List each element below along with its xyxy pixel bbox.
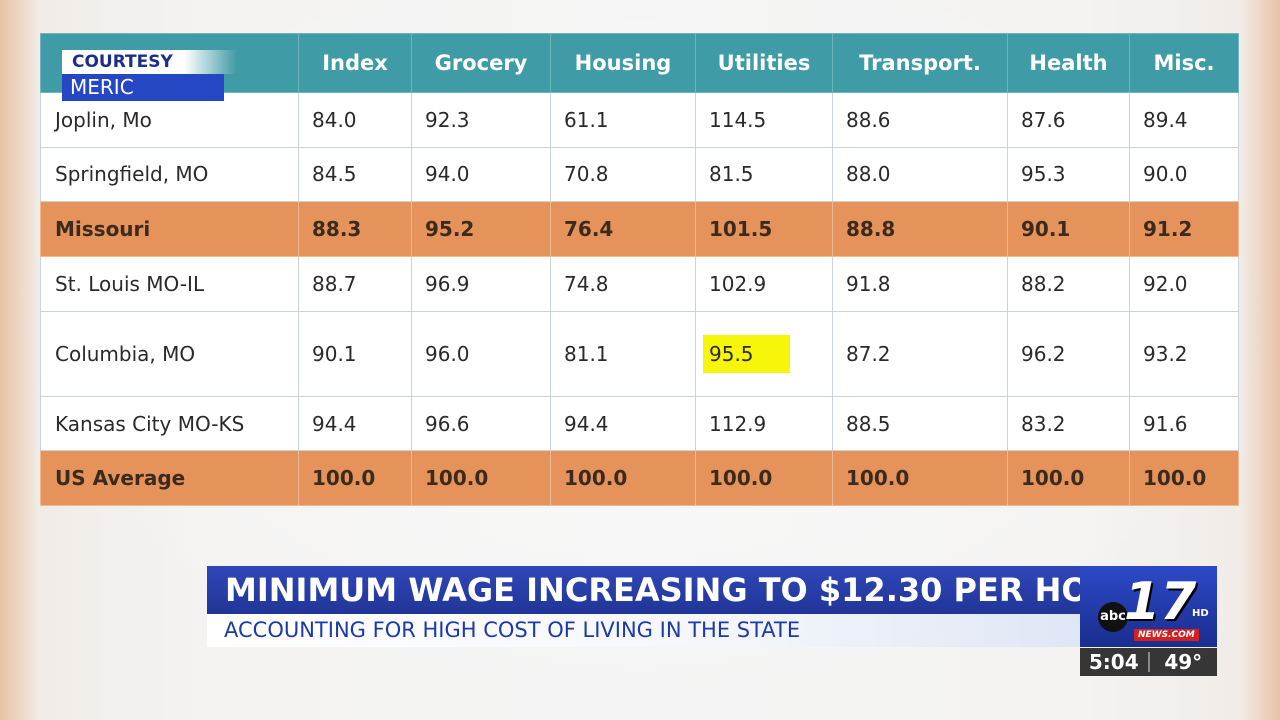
row-value-cell: 76.4 [550, 201, 696, 257]
row-value-cell: 83.2 [1007, 395, 1130, 452]
row-value-cell: 92.0 [1129, 255, 1239, 312]
temperature: 49° [1164, 650, 1203, 674]
courtesy-source: MERIC [62, 74, 224, 101]
row-city-cell: Kansas City MO-KS [40, 395, 299, 452]
row-value-cell: 87.6 [1007, 92, 1130, 148]
row-value-cell: 94.0 [411, 146, 551, 203]
row-value-cell: 92.3 [411, 92, 551, 148]
row-value-cell: 102.9 [695, 255, 833, 312]
clock-time: 5:04 [1088, 650, 1139, 674]
row-value-cell: 96.6 [411, 395, 551, 452]
row-city-cell: Columbia, MO [40, 310, 299, 397]
header-housing: Housing [550, 33, 696, 93]
row-value-cell: 94.4 [298, 395, 412, 452]
header-index: Index [298, 33, 412, 93]
header-health: Health [1007, 33, 1130, 93]
subheadline-banner: ACCOUNTING FOR HIGH COST OF LIVING IN TH… [207, 614, 1080, 647]
row-value-cell: 100.0 [298, 450, 412, 506]
row-value-cell: 100.0 [411, 450, 551, 506]
table-row: US Average 100.0 100.0 100.0 100.0 100.0 100.0… [40, 450, 1239, 506]
row-value-cell: 74.8 [550, 255, 696, 312]
headline-banner: MINIMUM WAGE INCREASING TO $12.30 PER HO… [207, 566, 1080, 614]
courtesy-label: COURTESY [62, 50, 237, 74]
row-value-cell: 100.0 [550, 450, 696, 506]
row-city-cell: St. Louis MO-IL [40, 255, 299, 312]
row-value-cell: 81.5 [695, 146, 833, 203]
row-value-cell: 88.8 [832, 201, 1008, 257]
row-value-cell: 96.0 [411, 310, 551, 397]
row-value-cell: 95.3 [1007, 146, 1130, 203]
row-value-cell: 100.0 [695, 450, 833, 506]
divider [1147, 652, 1150, 672]
channel-number: 17 [1124, 572, 1197, 632]
row-value-cell: 96.9 [411, 255, 551, 312]
row-value-cell: 96.2 [1007, 310, 1130, 397]
row-value-cell: 88.0 [832, 146, 1008, 203]
row-value-cell: 100.0 [832, 450, 1008, 506]
news-site-badge: NEWS.COM [1134, 629, 1199, 641]
table-row: Springfield, MO 84.5 94.0 70.8 81.5 88.0 95.3 9… [40, 146, 1239, 203]
highlighted-value: 95.5 [703, 334, 790, 373]
row-value-cell: 93.2 [1129, 310, 1239, 397]
table-header-row: Index Grocery Housing Utilities Transpor… [40, 33, 1239, 93]
row-value-cell: 88.7 [298, 255, 412, 312]
header-misc: Misc. [1129, 33, 1239, 93]
row-city-cell: Springfield, MO [40, 146, 299, 203]
table-row: Kansas City MO-KS 94.4 96.6 94.4 112.9 88.5 83… [40, 395, 1239, 452]
row-value-cell: 101.5 [695, 201, 833, 257]
row-value-cell: 87.2 [832, 310, 1008, 397]
row-value-cell: 90.0 [1129, 146, 1239, 203]
row-value-cell: 112.9 [695, 395, 833, 452]
row-value-cell: 95.2 [411, 201, 551, 257]
station-logo: abc 17 HD NEWS.COM [1080, 566, 1217, 647]
row-value-cell: 88.2 [1007, 255, 1130, 312]
row-value-cell: 100.0 [1007, 450, 1130, 506]
table-row: Missouri 88.3 95.2 76.4 101.5 88.8 90.1 91.2 [40, 201, 1239, 257]
row-value-cell: 94.4 [550, 395, 696, 452]
row-value-cell: 88.3 [298, 201, 412, 257]
table-row: St. Louis MO-IL 88.7 96.9 74.8 102.9 91.8 88.2… [40, 255, 1239, 312]
row-value-cell: 90.1 [298, 310, 412, 397]
header-transport: Transport. [832, 33, 1008, 93]
abc-logo: abc [1098, 602, 1128, 632]
row-value-cell: 70.8 [550, 146, 696, 203]
header-grocery: Grocery [411, 33, 551, 93]
table-row: Columbia, MO 90.1 96.0 81.1 95.5 87.2 96.2 93.2 [40, 310, 1239, 397]
row-value-cell: 88.6 [832, 92, 1008, 148]
row-value-cell: 90.1 [1007, 201, 1130, 257]
row-value-cell: 114.5 [695, 92, 833, 148]
header-utilities: Utilities [695, 33, 833, 93]
row-value-cell: 100.0 [1129, 450, 1239, 506]
row-value-cell: 91.8 [832, 255, 1008, 312]
row-value-cell: 91.2 [1129, 201, 1239, 257]
row-value-cell: 61.1 [550, 92, 696, 148]
row-value-cell: 91.6 [1129, 395, 1239, 452]
cost-of-living-table: Index Grocery Housing Utilities Transpor… [40, 33, 1239, 506]
time-temp-bar: 5:04 49° [1080, 648, 1217, 676]
hd-badge: HD [1192, 608, 1209, 619]
row-value-cell: 84.0 [298, 92, 412, 148]
row-value-cell: 89.4 [1129, 92, 1239, 148]
row-value-cell: 84.5 [298, 146, 412, 203]
row-value-cell: 95.5 [695, 310, 833, 397]
row-city-cell: US Average [40, 450, 299, 506]
row-city-cell: Missouri [40, 201, 299, 257]
row-value-cell: 81.1 [550, 310, 696, 397]
row-value-cell: 88.5 [832, 395, 1008, 452]
